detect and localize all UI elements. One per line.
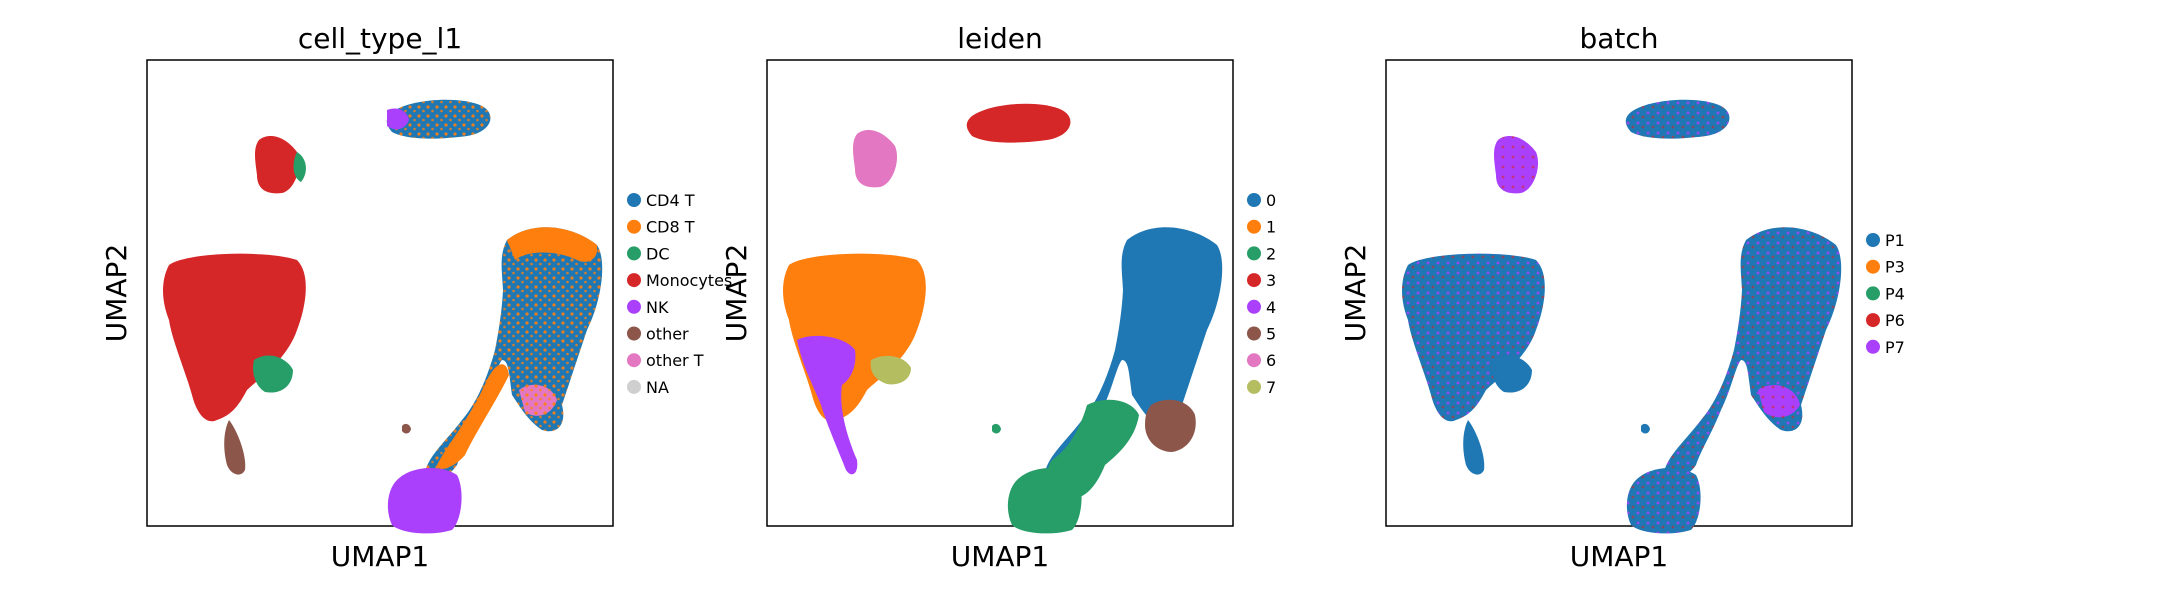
legend-marker (627, 379, 641, 394)
legend-label: 5 (1266, 325, 1276, 344)
legend-label: 0 (1266, 191, 1276, 210)
legend-marker (1247, 379, 1261, 394)
panel-3-labels: batch UMAP1 UMAP2 (1339, 22, 1668, 573)
legend-label: other T (646, 351, 704, 370)
legend-marker (627, 193, 641, 207)
legend-label: 7 (1266, 378, 1276, 397)
panel-1-title: cell_type_l1 (298, 22, 462, 55)
legend-label: CD8 T (646, 218, 695, 237)
legend-marker (1247, 326, 1261, 341)
legend-label: other (646, 325, 689, 344)
panel-3-title: batch (1579, 22, 1658, 55)
legend-marker (627, 353, 641, 368)
legend-marker (1247, 273, 1261, 288)
panel-2-xlabel: UMAP1 (951, 540, 1050, 573)
legend-label: 4 (1266, 298, 1276, 317)
legend-marker (1866, 286, 1880, 301)
scatter-points (1402, 99, 1842, 534)
legend-marker (1247, 193, 1261, 207)
panel-1-legend: CD4 T CD8 T DC Monocytes NK other other T NA (627, 191, 732, 397)
legend-label: NA (646, 378, 669, 397)
legend-label: 3 (1266, 271, 1276, 290)
scatter-points (163, 99, 603, 534)
panel-2-legend: 0 1 2 3 4 5 6 7 (1247, 191, 1276, 397)
panel-cell-type-l1 (146, 59, 614, 534)
legend-label: NK (646, 298, 669, 317)
panel-3-ylabel: UMAP2 (1339, 244, 1372, 343)
legend-label: 1 (1266, 218, 1276, 237)
legend-marker (627, 326, 641, 341)
legend-marker (1866, 313, 1880, 328)
panel-3-legend: P1 P3 P4 P6 P7 (1866, 231, 1905, 357)
legend-label: 2 (1266, 244, 1276, 263)
legend-label: DC (646, 244, 670, 263)
legend-marker (1866, 259, 1880, 274)
panel-1-xlabel: UMAP1 (331, 540, 430, 573)
legend-marker (1247, 219, 1261, 234)
legend-label: CD4 T (646, 191, 695, 210)
legend-marker (1247, 353, 1261, 368)
panel-batch (1385, 59, 1853, 534)
legend-label: P4 (1885, 284, 1905, 303)
point-cluster (387, 108, 409, 130)
legend-marker (627, 219, 641, 234)
panel-2-labels: leiden UMAP1 UMAP2 (720, 22, 1049, 573)
legend-marker (627, 299, 641, 314)
legend-label: P1 (1885, 231, 1905, 250)
panel-1-labels: cell_type_l1 UMAP1 UMAP2 (100, 22, 462, 573)
panel-3-xlabel: UMAP1 (1570, 540, 1669, 573)
legend-marker (1866, 233, 1880, 247)
legend-marker (1247, 246, 1261, 261)
legend-label: 6 (1266, 351, 1276, 370)
legend-marker (1247, 299, 1261, 314)
panel-1-ylabel: UMAP2 (100, 244, 133, 343)
panel-2-ylabel: UMAP2 (720, 244, 753, 343)
legend-marker (627, 246, 641, 261)
legend-label: P7 (1885, 338, 1905, 357)
legend-label: P3 (1885, 258, 1905, 277)
point-cluster (293, 152, 306, 182)
legend-marker (627, 273, 641, 288)
panel-leiden (766, 59, 1234, 534)
legend-label: P6 (1885, 311, 1905, 330)
legend-marker (1866, 339, 1880, 354)
legend-label: Monocytes (646, 271, 732, 290)
panel-2-title: leiden (957, 22, 1043, 55)
